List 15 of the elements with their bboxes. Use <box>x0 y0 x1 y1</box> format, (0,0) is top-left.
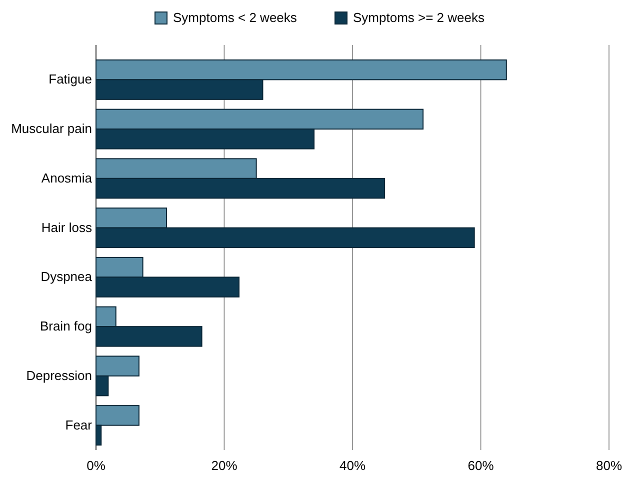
y-tick-label: Brain fog <box>40 318 92 334</box>
x-tick-label: 60% <box>468 458 494 473</box>
y-tick-label: Fear <box>65 417 93 432</box>
legend-label: Symptoms < 2 weeks <box>173 10 298 25</box>
y-tick-label: Depression <box>26 368 92 383</box>
x-tick-label: 40% <box>339 458 366 473</box>
y-tick-label: Muscular pain <box>11 121 92 136</box>
x-tick-label: 80% <box>596 458 622 473</box>
y-tick-label: Fatigue <box>48 72 92 87</box>
y-tick-label: Dyspnea <box>40 269 93 284</box>
x-tick-label: 20% <box>211 458 238 473</box>
y-tick-label: Anosmia <box>41 170 93 186</box>
legend-label: Symptoms >= 2 weeks <box>353 10 485 25</box>
y-tick-label: Hair loss <box>41 220 92 235</box>
x-tick-label: 0% <box>86 458 106 473</box>
